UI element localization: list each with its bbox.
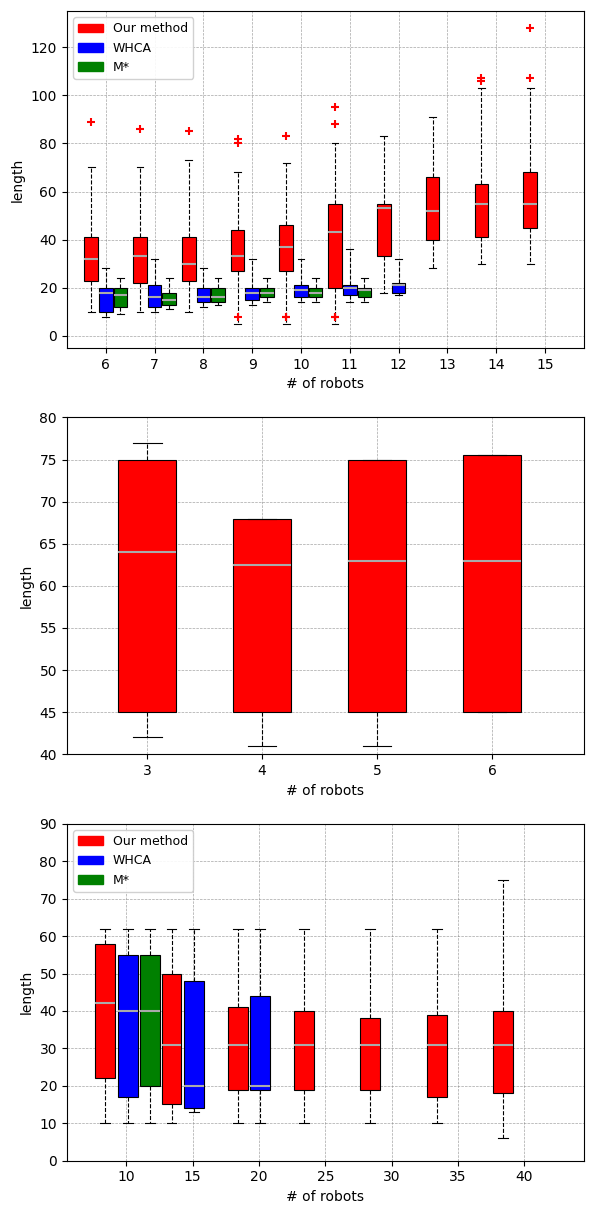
PathPatch shape — [184, 981, 204, 1108]
PathPatch shape — [348, 459, 406, 712]
X-axis label: # of robots: # of robots — [286, 784, 364, 797]
PathPatch shape — [392, 283, 405, 293]
PathPatch shape — [328, 204, 342, 288]
PathPatch shape — [475, 185, 488, 237]
PathPatch shape — [493, 1011, 513, 1094]
Y-axis label: length: length — [20, 970, 34, 1015]
PathPatch shape — [99, 288, 112, 312]
PathPatch shape — [280, 225, 293, 271]
PathPatch shape — [182, 237, 196, 281]
PathPatch shape — [133, 237, 147, 283]
PathPatch shape — [231, 230, 245, 271]
PathPatch shape — [427, 1015, 447, 1097]
PathPatch shape — [228, 1007, 248, 1090]
PathPatch shape — [464, 456, 521, 712]
PathPatch shape — [118, 459, 176, 712]
Y-axis label: length: length — [11, 158, 25, 202]
PathPatch shape — [377, 204, 391, 256]
PathPatch shape — [245, 288, 259, 300]
PathPatch shape — [343, 286, 356, 295]
PathPatch shape — [196, 288, 210, 303]
Y-axis label: length: length — [20, 564, 34, 608]
PathPatch shape — [84, 237, 98, 281]
PathPatch shape — [358, 288, 371, 298]
Legend: Our method, WHCA, M*: Our method, WHCA, M* — [73, 17, 193, 79]
PathPatch shape — [162, 293, 176, 305]
PathPatch shape — [114, 288, 127, 307]
PathPatch shape — [162, 973, 181, 1104]
PathPatch shape — [95, 944, 115, 1078]
X-axis label: # of robots: # of robots — [286, 377, 364, 391]
PathPatch shape — [524, 173, 537, 227]
PathPatch shape — [309, 288, 322, 298]
X-axis label: # of robots: # of robots — [286, 1189, 364, 1204]
PathPatch shape — [148, 286, 161, 307]
PathPatch shape — [361, 1018, 380, 1090]
PathPatch shape — [233, 519, 291, 712]
PathPatch shape — [250, 996, 270, 1090]
PathPatch shape — [140, 955, 160, 1086]
PathPatch shape — [260, 288, 274, 298]
PathPatch shape — [211, 288, 225, 303]
PathPatch shape — [294, 1011, 314, 1090]
Legend: Our method, WHCA, M*: Our method, WHCA, M* — [73, 830, 193, 892]
PathPatch shape — [294, 286, 308, 298]
PathPatch shape — [426, 177, 440, 239]
PathPatch shape — [118, 955, 137, 1097]
